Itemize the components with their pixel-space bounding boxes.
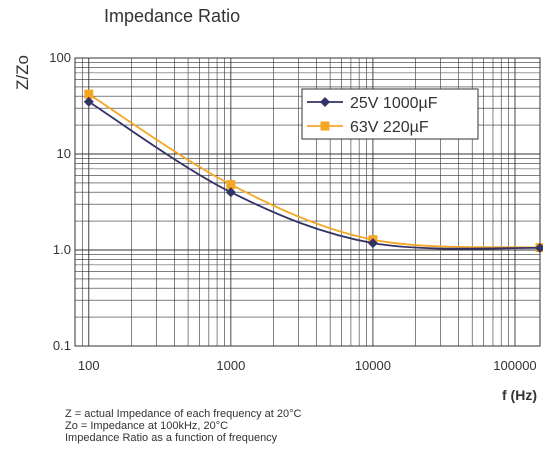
legend-item-63v-220uf-label: 63V 220µF bbox=[350, 119, 429, 136]
series-63v-220uf-line bbox=[88, 93, 541, 249]
x-tick-label: 100000 bbox=[493, 358, 536, 373]
series-63v-220uf-point bbox=[226, 180, 236, 190]
y-tick-label: 10 bbox=[57, 146, 71, 161]
chart-title: Impedance Ratio bbox=[104, 6, 241, 26]
series-25v-1000uf-point bbox=[83, 96, 94, 107]
y-tick-label: 1.0 bbox=[53, 242, 71, 257]
x-tick-label: 10000 bbox=[355, 358, 391, 373]
note-chart-description: Impedance Ratio as a function of frequen… bbox=[65, 432, 278, 444]
series-25v-1000uf-line bbox=[88, 101, 541, 250]
legend-item-25v-1000uf-label: 25V 1000µF bbox=[350, 95, 438, 112]
series-63v-220uf-point bbox=[84, 89, 94, 99]
legend-item-25v-1000uf-marker bbox=[320, 97, 330, 107]
note-z-definition: Z = actual Impedance of each frequency a… bbox=[65, 408, 302, 420]
x-tick-label: 1000 bbox=[216, 358, 245, 373]
series-25v-1000uf-point bbox=[225, 187, 236, 198]
x-axis-label: f (Hz) bbox=[502, 387, 537, 403]
series-25v-1000uf-point bbox=[367, 238, 378, 249]
legend-item-63v-220uf-marker bbox=[320, 121, 330, 131]
series-25v-1000uf-point bbox=[535, 242, 543, 253]
legend-box bbox=[301, 88, 479, 140]
x-tick-label: 100 bbox=[78, 358, 100, 373]
y-tick-label: 0.1 bbox=[53, 338, 71, 353]
note-zo-definition: Zo = Impedance at 100kHz, 20°C bbox=[65, 420, 229, 432]
y-tick-label: 100 bbox=[49, 50, 71, 65]
plot-frame bbox=[74, 57, 541, 347]
